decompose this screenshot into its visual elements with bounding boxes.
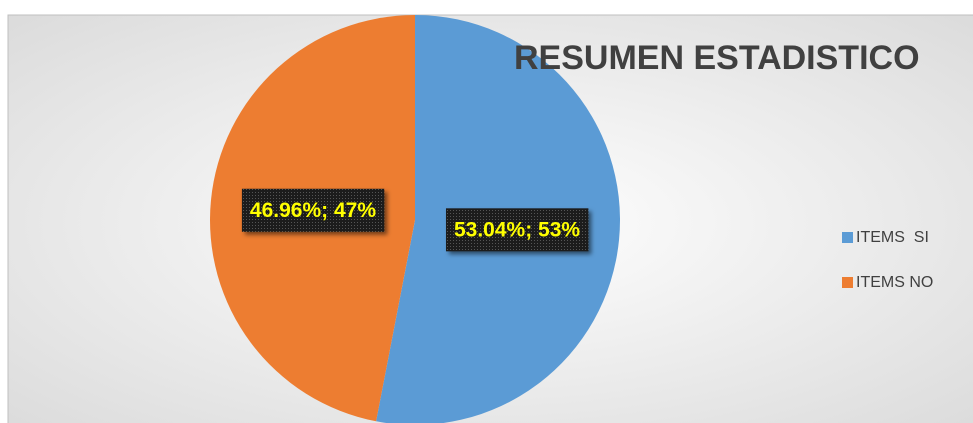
data-label-text: 46.96%; 47% xyxy=(250,199,376,222)
data-label: 46.96%; 47% xyxy=(241,188,385,232)
legend-swatch xyxy=(842,277,853,288)
data-label-text: 53.04%; 53% xyxy=(454,218,580,241)
legend-swatch xyxy=(842,232,853,243)
legend-label: ITEMS NO xyxy=(856,274,933,291)
data-label: 53.04%; 53% xyxy=(445,208,589,252)
data-labels: 53.04%; 53% 46.96%; 47% xyxy=(241,188,589,252)
data-label-box xyxy=(445,208,589,252)
data-label-box xyxy=(241,188,385,232)
legend: ITEMS SI ITEMS NO xyxy=(842,229,933,291)
chart-title: RESUMEN ESTADISTICO xyxy=(514,39,920,77)
legend-label: ITEMS SI xyxy=(856,229,929,246)
